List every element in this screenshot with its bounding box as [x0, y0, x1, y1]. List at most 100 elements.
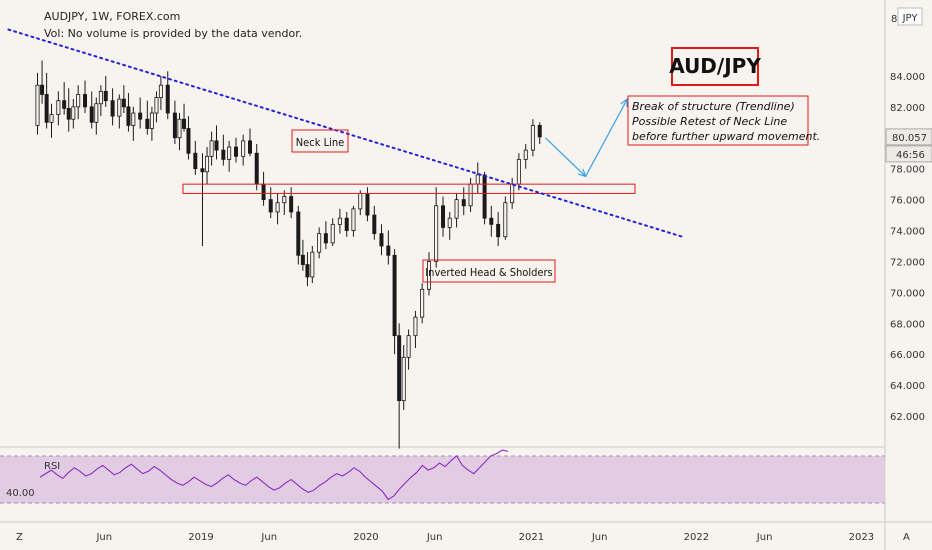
candle	[138, 97, 143, 129]
neckline-zone[interactable]	[182, 183, 636, 194]
neck-line-label-box[interactable]	[291, 129, 349, 153]
candle	[392, 249, 397, 355]
candle	[227, 140, 232, 172]
candle	[317, 227, 322, 259]
candle	[56, 91, 61, 126]
candle	[296, 205, 301, 265]
currency-badge[interactable]	[897, 7, 923, 26]
candle	[344, 211, 349, 237]
candle	[126, 92, 131, 132]
candle	[182, 103, 187, 132]
candle	[165, 71, 170, 120]
timezone-corner[interactable]: Z	[16, 532, 23, 543]
rsi-label: RSI	[44, 461, 60, 472]
candle	[89, 91, 94, 129]
candle	[103, 75, 108, 107]
candle	[413, 310, 418, 349]
price-tick: 72.000	[890, 257, 925, 268]
candle	[503, 196, 508, 240]
rsi-level-label: 40.00	[6, 488, 35, 499]
candle	[172, 100, 177, 144]
rsi-line	[39, 449, 509, 501]
rsi-band	[0, 456, 885, 503]
candle	[121, 85, 126, 114]
price-tick: 68.000	[890, 319, 925, 330]
time-tick: 2019	[188, 532, 213, 543]
trendline[interactable]	[7, 28, 684, 238]
countdown-tag	[885, 145, 932, 163]
symbol-line: AUDJPY, 1W, FOREX.com	[44, 10, 180, 23]
price-axis-top-label: 8	[891, 14, 897, 25]
analysis-line-3: before further upward movement.	[632, 130, 820, 143]
time-axis: Jun 2019 Jun 2020 Jun 2021 Jun 2022 Jun 2023	[95, 532, 874, 543]
candle	[205, 147, 210, 185]
candle	[71, 99, 76, 129]
time-tick: Jun	[591, 532, 608, 543]
price-tick: 82.000	[890, 103, 925, 114]
price-axis: 84.00082.00080.00078.00076.00074.00072.0…	[885, 72, 932, 423]
analysis-line-2: Possible Retest of Neck Line	[632, 115, 787, 128]
current-price-tag	[885, 128, 932, 146]
auto-scale-corner[interactable]: A	[903, 532, 910, 543]
candle	[158, 75, 163, 110]
inverted-hs-label-box[interactable]	[422, 259, 556, 283]
price-tick: 78.000	[890, 165, 925, 176]
candle	[537, 122, 542, 144]
currency-label: JPY	[902, 13, 919, 24]
price-tick: 84.000	[890, 72, 925, 83]
candle	[386, 230, 391, 265]
candle	[177, 113, 182, 151]
rsi-pane	[39, 449, 509, 501]
candle	[233, 137, 238, 163]
price-tick: 74.000	[890, 227, 925, 238]
candle	[193, 140, 198, 175]
price-tick: 70.000	[890, 288, 925, 299]
candle	[434, 187, 439, 268]
candle	[35, 72, 40, 135]
time-tick: 2020	[353, 532, 378, 543]
candle	[200, 153, 205, 246]
candle	[131, 106, 136, 141]
candle	[49, 103, 54, 138]
candle	[489, 205, 494, 237]
projection-arrow[interactable]	[585, 97, 628, 177]
candle	[117, 94, 122, 129]
candle	[337, 208, 342, 234]
analysis-note-box[interactable]	[627, 95, 809, 146]
analysis-line-1: Break of structure (Trendline)	[632, 100, 795, 113]
candle	[154, 91, 159, 123]
title-box[interactable]	[671, 47, 759, 86]
time-tick: Jun	[260, 532, 277, 543]
candle	[98, 85, 103, 117]
candle	[523, 143, 528, 169]
candle	[427, 252, 432, 296]
candle	[372, 205, 377, 240]
candle	[289, 187, 294, 219]
candle	[76, 85, 81, 120]
candle	[454, 193, 459, 228]
time-tick: Jun	[95, 532, 112, 543]
candle	[83, 80, 88, 114]
candle	[268, 187, 273, 219]
candle	[300, 239, 305, 271]
candle	[248, 128, 253, 157]
candle	[66, 88, 71, 132]
time-tick: 2022	[684, 532, 709, 543]
candle	[221, 134, 226, 166]
price-tick: 66.000	[890, 350, 925, 361]
candle	[379, 224, 384, 256]
candle	[209, 131, 214, 166]
price-tick: 64.000	[890, 381, 925, 392]
candle	[110, 88, 115, 126]
candle	[282, 190, 287, 216]
candle	[397, 323, 402, 449]
price-tick: 76.000	[890, 196, 925, 207]
candle	[275, 193, 280, 225]
candle	[62, 82, 67, 115]
time-tick: Jun	[426, 532, 443, 543]
candle	[44, 72, 49, 129]
candle	[214, 125, 219, 160]
candle	[330, 218, 335, 246]
candle	[310, 246, 315, 284]
candle	[530, 119, 535, 157]
